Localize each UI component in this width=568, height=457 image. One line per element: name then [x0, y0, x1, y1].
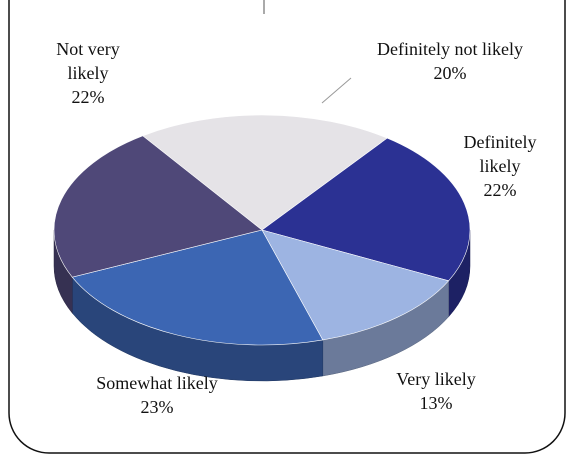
- slice-label-4-line-0: Not very: [56, 39, 119, 59]
- slice-label-4: Not very likely 22%: [56, 39, 119, 107]
- slice-label-2: Very likely 13%: [396, 369, 475, 413]
- label-leader-line: [321, 77, 352, 104]
- slice-label-2-line-0: Very likely: [396, 369, 475, 389]
- slice-label-1-line-2: 22%: [484, 180, 517, 200]
- slice-label-0: Definitely not likely 20%: [377, 39, 523, 83]
- slice-label-3-line-0: Somewhat likely: [96, 373, 217, 393]
- slice-label-0-line-1: 20%: [434, 63, 467, 83]
- slice-label-1-line-1: likely: [480, 156, 521, 176]
- slice-label-0-line-0: Definitely not likely: [377, 39, 523, 59]
- slice-label-3: Somewhat likely 23%: [96, 373, 217, 417]
- labels-layer: Definitely not likely 20% Definitely likely…: [56, 39, 536, 417]
- slice-label-1: Definitely likely 22%: [464, 132, 537, 200]
- pie-slice-1: [261, 137, 471, 282]
- slice-label-1-line-0: Definitely: [464, 132, 537, 152]
- slice-label-2-line-1: 13%: [420, 393, 453, 413]
- pie-slice-3: [71, 229, 324, 346]
- slice-label-4-line-1: likely: [68, 63, 109, 83]
- pie-slice-0: [142, 114, 388, 231]
- pie-slice-4: [53, 135, 263, 278]
- slice-label-4-line-2: 22%: [72, 87, 105, 107]
- slice-label-3-line-1: 23%: [141, 397, 174, 417]
- slices-layer: [53, 114, 471, 382]
- pie-slice-2: [261, 229, 450, 341]
